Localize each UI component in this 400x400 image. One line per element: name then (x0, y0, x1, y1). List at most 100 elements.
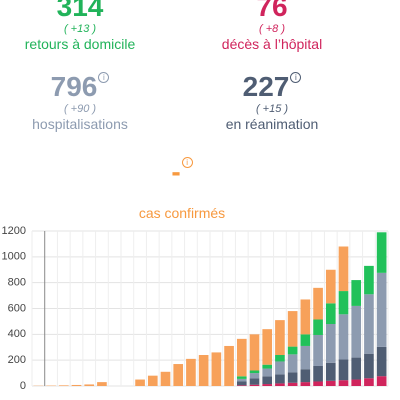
stat-label: hospitalisations (32, 116, 128, 132)
bar-segment (249, 370, 260, 374)
bar-segment (376, 376, 387, 386)
bar-segment (351, 280, 362, 306)
bar-segment (338, 359, 349, 381)
bar-segment (376, 272, 387, 347)
bar-segment (262, 368, 273, 377)
bar-segment (313, 334, 323, 366)
bar-segment (198, 355, 209, 386)
bar-segment (287, 382, 298, 386)
bar-segment (147, 375, 158, 386)
bar-segment (287, 346, 298, 355)
bar-segment (262, 384, 273, 386)
info-icon[interactable]: i (181, 157, 193, 168)
stat-value: 227 i (182, 72, 362, 102)
bar-segment (287, 372, 298, 383)
bar-segment (224, 345, 234, 386)
stat-label: cas confirmés (138, 205, 226, 221)
bar-segment (313, 287, 323, 320)
bar-segment (300, 334, 311, 346)
y-tick-label: 0 (20, 380, 26, 392)
bar-segment (84, 384, 95, 386)
bar-segment (236, 376, 247, 379)
bar-segment (275, 383, 285, 386)
bar-segment (300, 382, 311, 386)
y-tick-label: 400 (8, 328, 26, 340)
bar-segment (300, 369, 311, 383)
y-tick-label: 1000 (2, 251, 26, 263)
bar-segment (325, 380, 336, 386)
y-tick-label: 800 (8, 277, 26, 289)
bar-segment (376, 232, 387, 273)
bar-segment (97, 382, 107, 386)
bar-segment (364, 265, 374, 295)
stat-value: 796 i (0, 72, 170, 102)
bar-segment (338, 314, 349, 360)
stat-label: retours à domicile (24, 36, 136, 52)
bar-segment (275, 374, 285, 384)
y-tick-label: 600 (8, 302, 26, 314)
stat-delta: ( +90 ) (63, 103, 97, 115)
stat-delta: ( +13 ) (63, 23, 97, 35)
stat-label: en réanimation (225, 116, 319, 132)
bar-segment (338, 246, 349, 292)
bar-segment (338, 380, 349, 386)
bar-segment (249, 378, 260, 385)
bar-segment (236, 381, 247, 386)
info-icon[interactable]: i (98, 72, 110, 83)
stat: 76( +8 ) décès à l’hôpital (182, 0, 362, 52)
bar-segment (351, 305, 362, 358)
bar-segment (275, 355, 285, 362)
stat-delta: ( +15 ) (255, 103, 289, 115)
bar-segment (275, 320, 285, 355)
stat: - i cas confirmés (92, 157, 272, 222)
bar-segment (313, 319, 323, 335)
stat-value: 76 (256, 0, 288, 22)
bar-segment (313, 381, 323, 386)
bar-segment (287, 311, 298, 347)
y-tick-label: 1200 (2, 225, 26, 237)
bar-segment (236, 378, 247, 382)
bar-segment (249, 384, 260, 386)
stat-delta: ( +8 ) (259, 23, 285, 35)
bar-segment (313, 365, 323, 382)
y-tick-label: 200 (8, 354, 26, 366)
bar-segment (275, 361, 285, 375)
bar-segment (364, 353, 374, 379)
bar-segment (211, 352, 222, 386)
bar-segment (325, 269, 336, 304)
stat-label: décès à l’hôpital (221, 36, 323, 52)
bar-segment (351, 357, 362, 380)
bar-segment (300, 345, 311, 370)
bar-segment (338, 291, 349, 315)
bar-segment (364, 378, 374, 386)
bar-segment (364, 294, 374, 354)
stat: 796 i( +90 ) hospitalisations (0, 72, 170, 133)
bar-segment (249, 373, 260, 379)
bar-segment (262, 376, 273, 385)
bar-segment (262, 364, 273, 369)
bar-segment (351, 379, 362, 386)
stat-value: -i (92, 157, 272, 187)
stat-value: 314 (56, 0, 104, 22)
bar-segment (376, 346, 387, 377)
bar-segment (300, 299, 311, 335)
bar-segment (287, 354, 298, 373)
bar-segment (186, 358, 196, 386)
bar-segment (236, 385, 247, 386)
bar-segment (249, 334, 260, 371)
bar-segment (58, 385, 69, 386)
bar-segment (160, 371, 171, 386)
bar-segment (236, 338, 247, 377)
bar-segment (325, 362, 336, 381)
stat: 314( +13 ) retours à domicile (0, 0, 170, 52)
info-icon[interactable]: i (290, 72, 302, 83)
bar-segment (173, 364, 184, 386)
bar-segment (135, 379, 145, 386)
bar-segment (262, 329, 273, 365)
bar-segment (325, 324, 336, 363)
bar-segment (325, 303, 336, 324)
stat: 227 i( +15 ) en réanimation (182, 72, 362, 133)
bar-segment (71, 384, 82, 386)
